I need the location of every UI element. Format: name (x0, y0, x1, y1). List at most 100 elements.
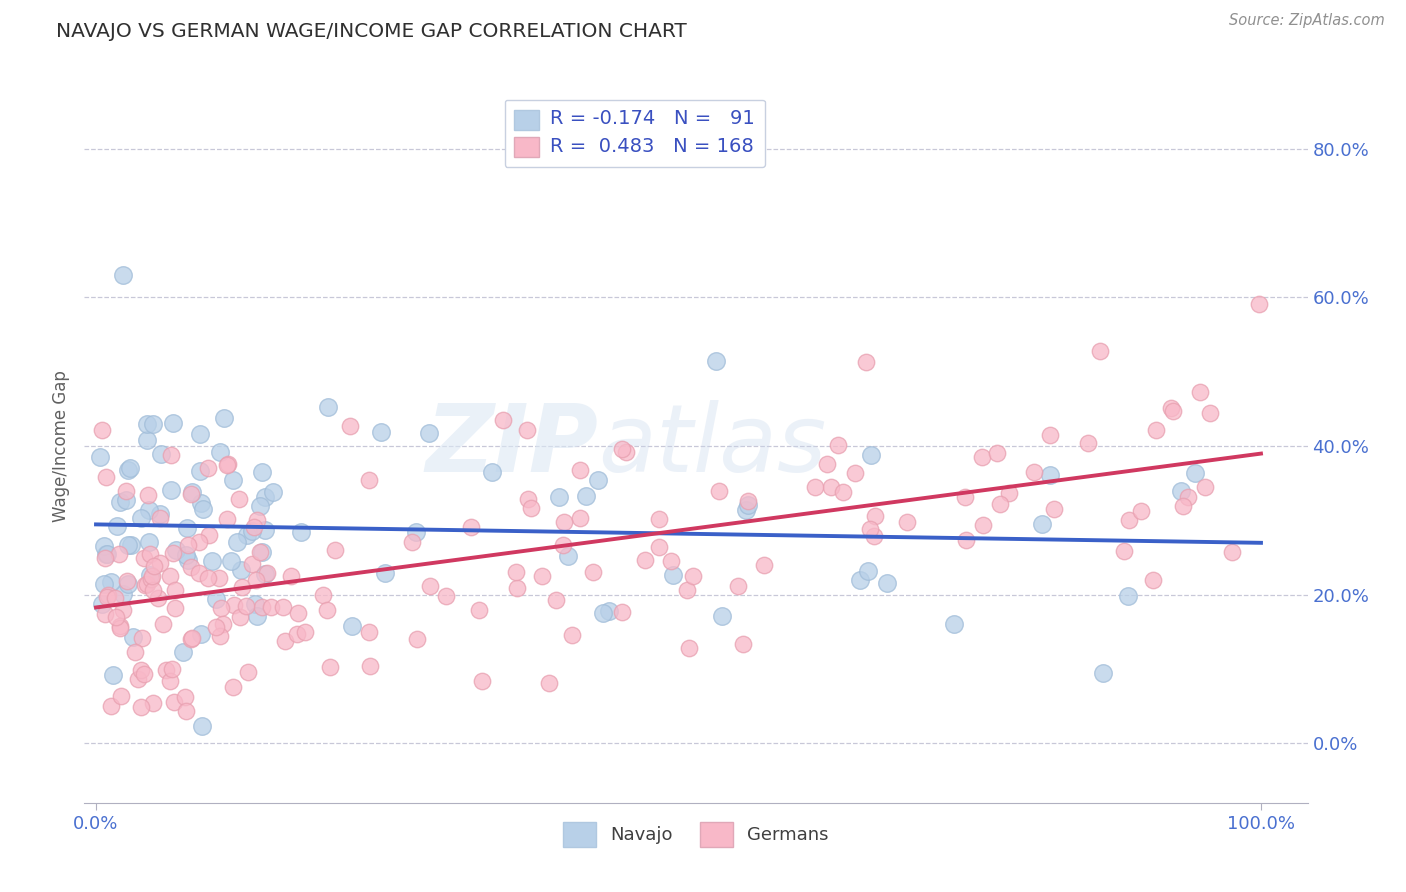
Point (855, 355, 877, 369)
Point (180, 487, 202, 501)
Point (208, 571, 231, 585)
Point (662, 568, 685, 582)
Point (575, 489, 598, 503)
Point (561, 628, 583, 642)
Point (1249, 296, 1271, 310)
Point (149, 511, 172, 525)
Point (172, 645, 194, 659)
Point (142, 417, 165, 431)
Point (988, 497, 1011, 511)
Point (1144, 423, 1167, 437)
Point (249, 499, 271, 513)
Point (93, 539, 115, 553)
Point (832, 485, 855, 500)
Point (149, 507, 172, 521)
Point (953, 491, 976, 505)
Point (101, 668, 124, 682)
Point (339, 419, 361, 434)
Point (105, 519, 128, 533)
Point (110, 494, 132, 508)
Point (434, 589, 457, 603)
Point (104, 610, 127, 624)
Point (135, 433, 157, 447)
Point (165, 601, 187, 615)
Point (876, 576, 898, 591)
Point (208, 629, 231, 643)
Point (323, 542, 346, 557)
Point (731, 637, 754, 651)
Point (586, 473, 609, 487)
Point (250, 545, 273, 559)
Point (136, 576, 159, 591)
Point (942, 617, 965, 632)
Point (254, 523, 277, 537)
Point (610, 442, 633, 456)
Point (370, 425, 392, 440)
Point (598, 604, 620, 618)
Point (222, 473, 245, 487)
Point (359, 659, 381, 673)
Point (173, 690, 195, 705)
Point (94, 470, 117, 484)
Point (1038, 427, 1060, 442)
Point (253, 491, 276, 505)
Point (737, 494, 759, 508)
Point (134, 667, 156, 681)
Point (737, 498, 759, 512)
Point (1039, 468, 1062, 483)
Point (274, 634, 297, 648)
Point (492, 413, 515, 427)
Y-axis label: Wage/Income Gap: Wage/Income Gap (52, 370, 70, 522)
Point (848, 573, 870, 587)
Point (97, 588, 120, 602)
Point (165, 543, 187, 558)
Point (100, 699, 122, 714)
Point (285, 627, 308, 641)
Point (112, 268, 135, 282)
Point (188, 426, 211, 441)
Point (250, 599, 273, 614)
Point (221, 554, 243, 568)
Point (1199, 406, 1222, 420)
Point (520, 500, 543, 515)
Point (209, 601, 232, 615)
Point (546, 592, 568, 607)
Point (1077, 436, 1099, 450)
Point (93, 550, 115, 565)
Point (136, 488, 159, 502)
Point (256, 566, 278, 581)
Point (204, 592, 226, 607)
Point (581, 566, 603, 580)
Point (204, 620, 226, 634)
Point (120, 538, 142, 552)
Point (187, 566, 209, 580)
Point (165, 582, 187, 597)
Point (530, 568, 553, 582)
Point (682, 569, 704, 583)
Point (187, 535, 209, 549)
Point (804, 480, 827, 494)
Point (150, 447, 173, 461)
Point (235, 599, 257, 614)
Point (986, 445, 1008, 459)
Point (129, 663, 152, 677)
Point (96, 547, 118, 561)
Point (704, 354, 727, 368)
Point (460, 519, 482, 533)
Text: NAVAJO VS GERMAN WAGE/INCOME GAP CORRELATION CHART: NAVAJO VS GERMAN WAGE/INCOME GAP CORRELA… (56, 22, 688, 41)
Point (827, 438, 849, 452)
Point (516, 423, 538, 437)
Point (616, 445, 638, 459)
Point (177, 552, 200, 566)
Point (858, 522, 880, 536)
Point (149, 557, 172, 571)
Point (190, 464, 212, 478)
Point (844, 466, 866, 480)
Point (471, 674, 494, 689)
Point (863, 529, 886, 543)
Point (245, 573, 267, 587)
Point (972, 450, 994, 465)
Point (212, 411, 235, 425)
Point (243, 598, 266, 612)
Point (180, 560, 202, 574)
